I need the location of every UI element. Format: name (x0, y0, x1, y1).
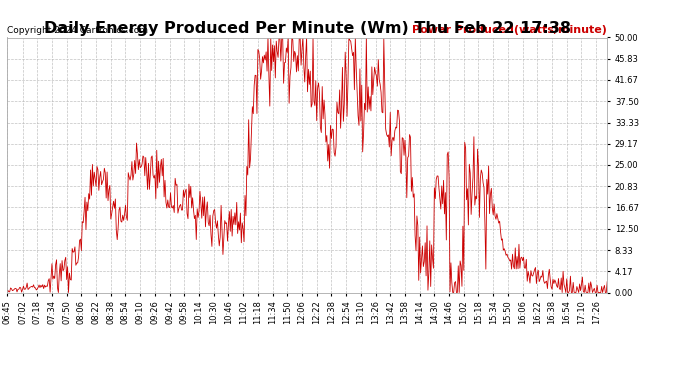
Text: Copyright 2024 Cartronics.com: Copyright 2024 Cartronics.com (7, 26, 148, 35)
Title: Daily Energy Produced Per Minute (Wm) Thu Feb 22 17:38: Daily Energy Produced Per Minute (Wm) Th… (43, 21, 571, 36)
Text: Power Produced(watts/minute): Power Produced(watts/minute) (413, 25, 607, 35)
